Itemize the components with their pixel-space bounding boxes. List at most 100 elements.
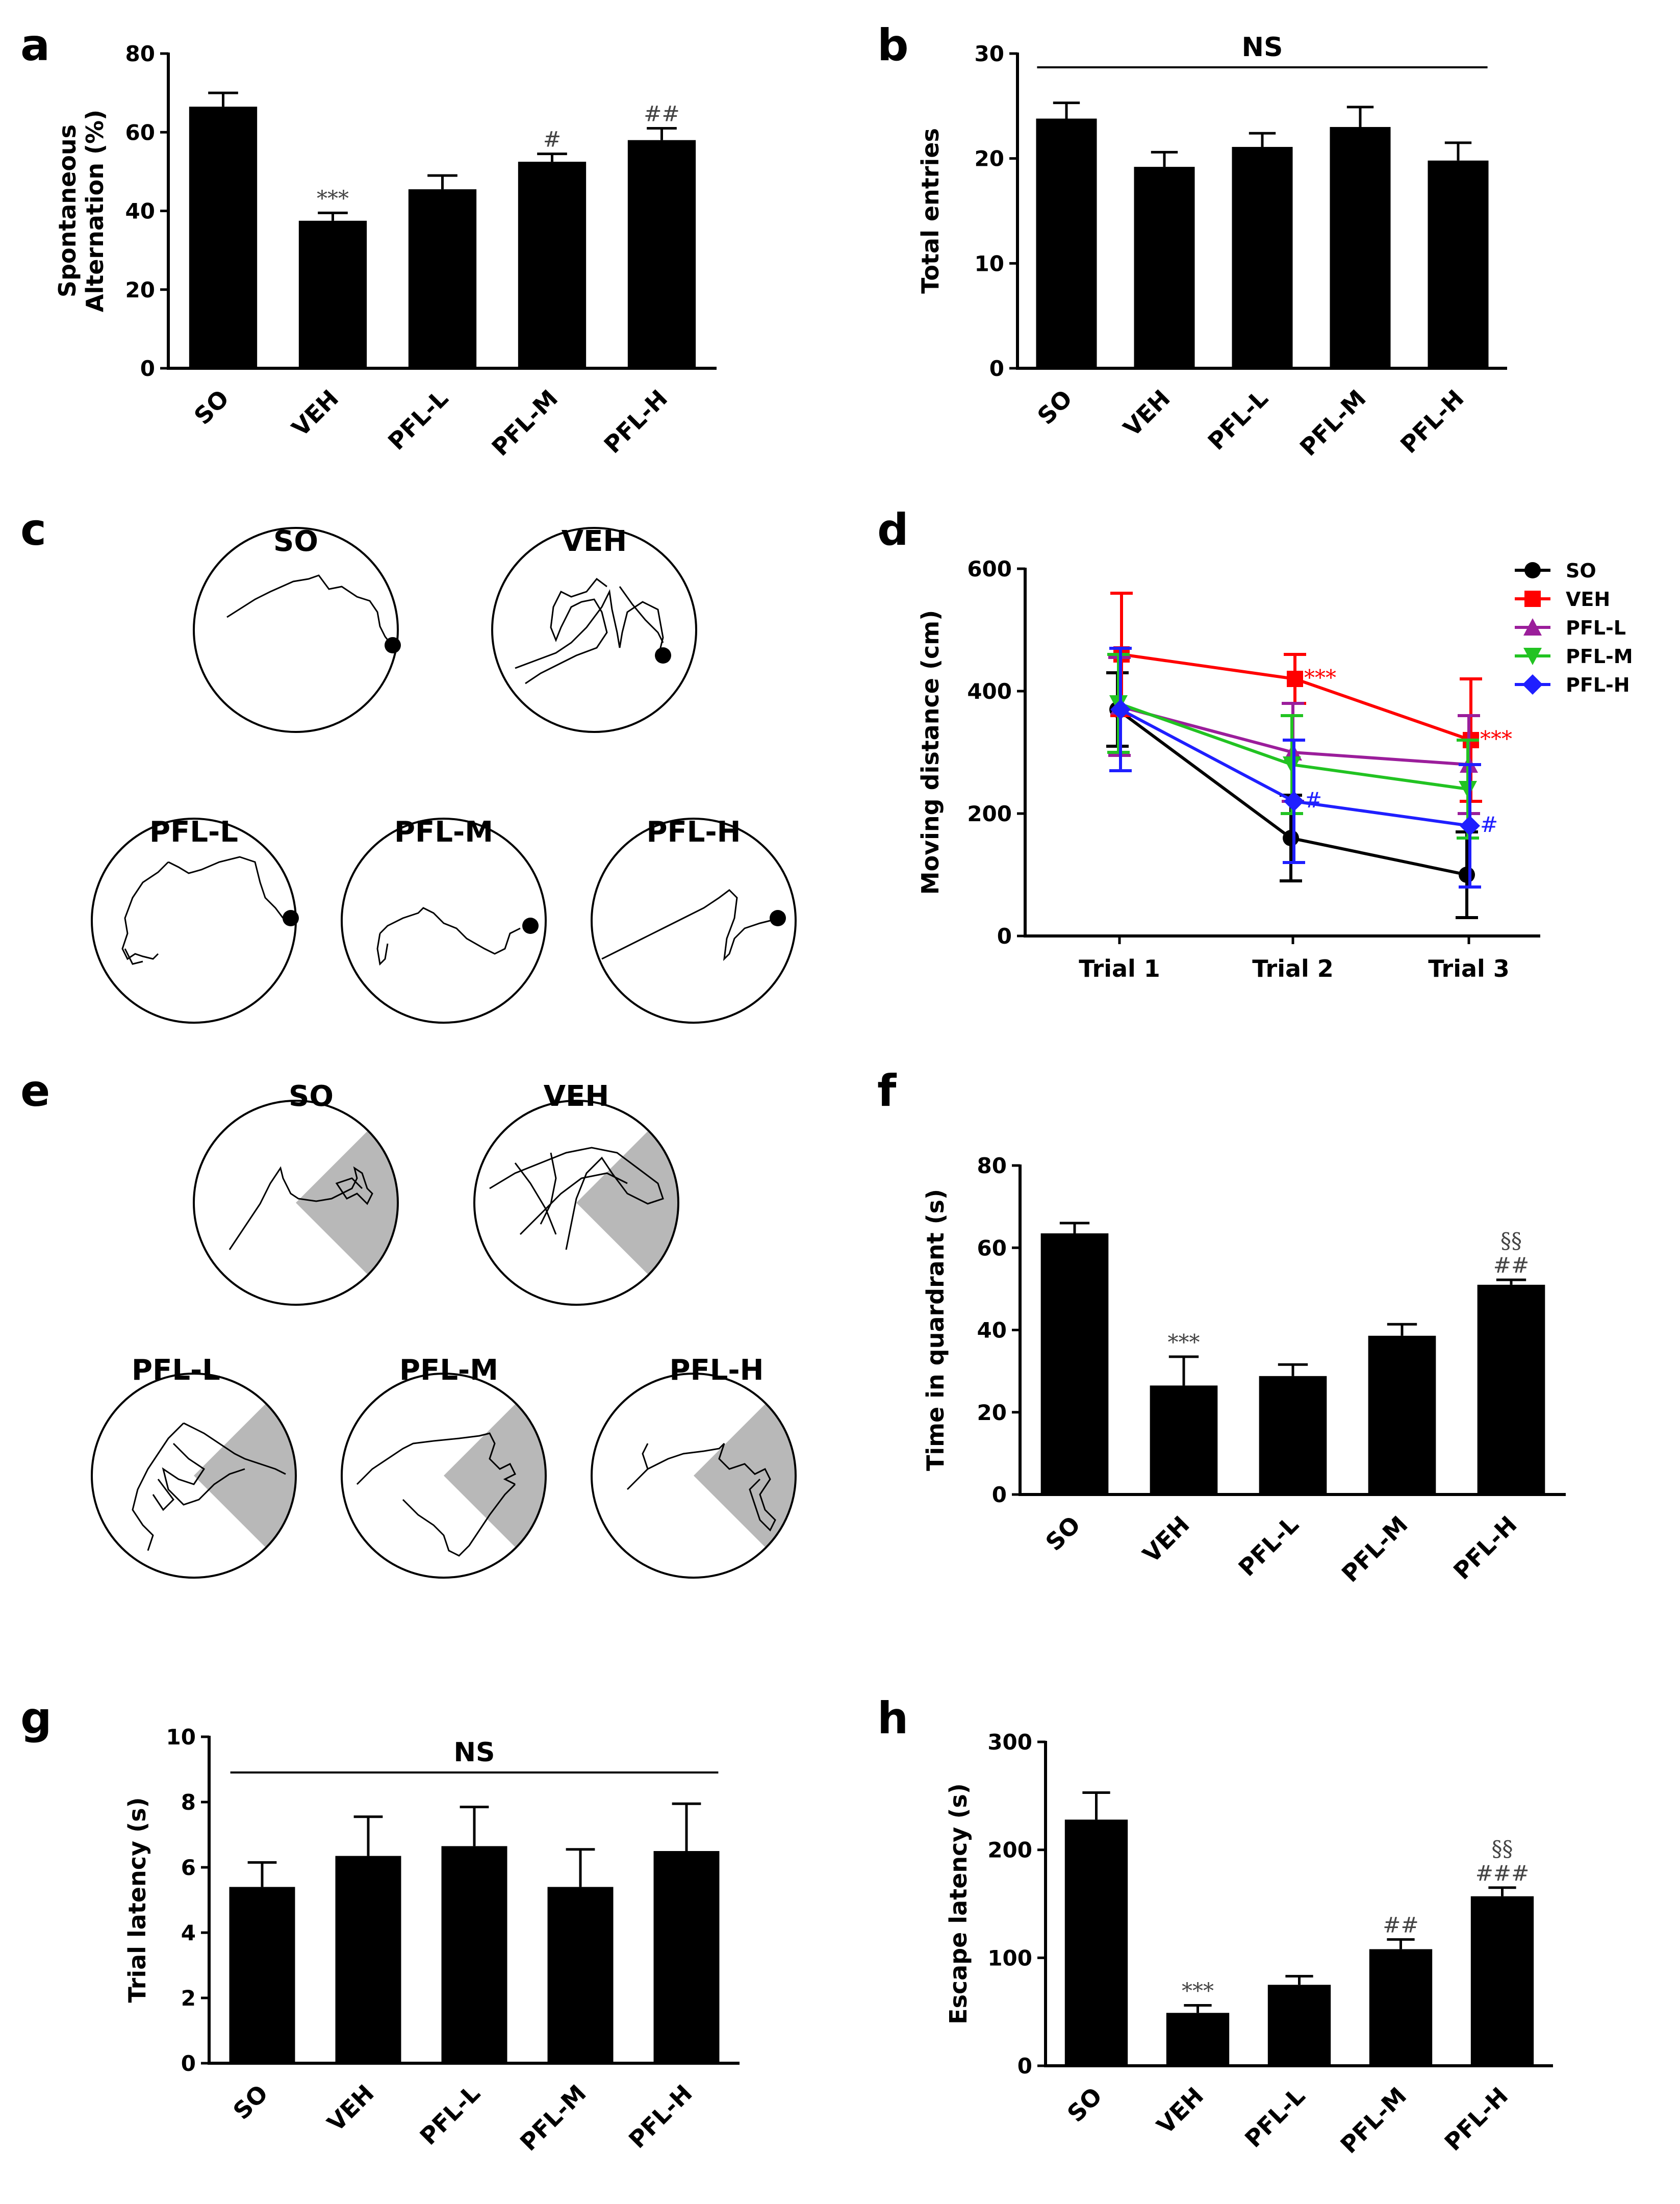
- y-tick-label: 10: [975, 251, 1004, 276]
- y-tick-label: 60: [125, 120, 155, 145]
- bar-pfl-m: [518, 162, 587, 368]
- series-pfl-h: [1109, 647, 1481, 889]
- track-c-title-pfl-h: PFL-H: [646, 816, 741, 849]
- chart-a-spontaneous-alternation: 0 20 40 60 80 Spontaneous Alternation (%) SO VEH…: [54, 41, 717, 461]
- y-tick-label: 20: [125, 277, 155, 302]
- panel-c-tracks: SO VEH PFL-L PFL-M PFL-H: [91, 525, 797, 1024]
- y-tick-label: 20: [975, 146, 1004, 171]
- track-e-title-so: SO: [289, 1080, 334, 1113]
- bar-so: [1040, 1233, 1109, 1494]
- bar-pfl-h: [1470, 1896, 1534, 2066]
- y-tick-label: 60: [977, 1235, 1007, 1260]
- bar-pfl-h: [627, 140, 696, 368]
- data-point: [1287, 671, 1303, 687]
- y-tick-label: 0: [997, 924, 1012, 949]
- y-tick-label: 200: [987, 1838, 1032, 1863]
- track-e-arena-veh: [473, 1100, 679, 1306]
- legend-marker: [1523, 648, 1542, 665]
- x-tick-label: PFL-L: [1239, 2082, 1310, 2153]
- track-e-path-so: [228, 1166, 373, 1250]
- bar-pfl-l: [1232, 147, 1293, 368]
- y-axis-label: Total entries: [917, 128, 944, 294]
- y-tick-label: 0: [989, 356, 1004, 381]
- x-tick-label: SO: [189, 385, 234, 430]
- x-tick-label: VEH: [1118, 385, 1176, 442]
- significance-marker: §§: [1500, 1228, 1522, 1253]
- panel-label-b: b: [877, 20, 909, 71]
- track-c-platform-so: [385, 637, 401, 653]
- bar-veh: [335, 1856, 401, 2063]
- x-tick-label: PFL-M: [1294, 385, 1371, 462]
- y-tick-label: 600: [967, 556, 1012, 581]
- y-tick-label: 300: [987, 1730, 1032, 1755]
- track-c-arena-pfl-h: [591, 818, 797, 1024]
- bar-pfl-m: [1368, 1335, 1436, 1494]
- bar-pfl-h: [653, 1851, 720, 2063]
- panel-label-h: h: [877, 1693, 908, 1744]
- data-point: [1459, 781, 1477, 798]
- data-point: [1110, 699, 1131, 720]
- y-tick-label: 30: [975, 41, 1004, 66]
- significance-marker: ***: [1182, 1978, 1214, 2003]
- bar-pfl-l: [1267, 1985, 1331, 2066]
- track-c-path-veh: [515, 577, 664, 685]
- bar-veh: [1134, 167, 1195, 368]
- track-c-title-so: SO: [273, 525, 318, 558]
- track-e-path-pfl-m: [356, 1432, 517, 1557]
- legend-marker: [1522, 674, 1543, 695]
- chart-h-escape-latency: 0 100 200 300 Escape latency (s) SO VEH PFL-L PF…: [945, 1730, 1553, 2159]
- y-tick-label: 40: [125, 199, 155, 224]
- track-e-quadrant-pfl-l: [194, 1374, 296, 1578]
- significance-marker: ***: [1480, 726, 1512, 751]
- y-tick-label: 100: [987, 1945, 1032, 1970]
- track-e-quadrant-so: [296, 1101, 398, 1305]
- significance-marker: #: [1480, 812, 1498, 837]
- bar-veh: [298, 220, 367, 368]
- bar-pfl-l: [441, 1846, 507, 2063]
- y-tick-label: 2: [181, 1986, 196, 2011]
- series-veh: [1110, 592, 1482, 803]
- track-c-platform-pfl-l: [283, 910, 299, 926]
- x-tick-label: VEH: [322, 2080, 379, 2137]
- y-tick-label: 80: [977, 1153, 1007, 1178]
- legend-marker: [1524, 562, 1541, 578]
- x-tick-label: PFL-H: [1395, 385, 1469, 459]
- track-c-platform-pfl-h: [770, 910, 786, 926]
- legend: SO VEH PFL-L PFL-M PFL-H: [1515, 560, 1633, 696]
- track-c-arena-pfl-l: [91, 818, 297, 1024]
- track-c-path-pfl-m: [376, 907, 521, 966]
- panel-label-e: e: [20, 1066, 50, 1117]
- bar-veh: [1166, 2013, 1230, 2066]
- track-c-path-so: [226, 574, 393, 646]
- data-point: [1284, 791, 1304, 812]
- x-tick-label: PFL-M: [1336, 1511, 1413, 1588]
- legend-label: PFL-L: [1566, 617, 1626, 639]
- panel-label-f: f: [877, 1066, 897, 1117]
- significance-marker: ***: [1168, 1330, 1200, 1355]
- track-e-path-pfl-h: [626, 1442, 776, 1532]
- y-tick-label: 0: [992, 1482, 1007, 1507]
- x-tick-label: PFL-L: [415, 2080, 486, 2150]
- track-e-title-pfl-h: PFL-H: [669, 1354, 763, 1387]
- y-axis-label: Trial latency (s): [123, 1797, 151, 2003]
- x-tick-label: PFL-H: [1448, 1511, 1522, 1585]
- track-c-title-pfl-m: PFL-M: [394, 816, 493, 849]
- bar-so: [1064, 1819, 1128, 2066]
- x-tick-label: PFL-M: [515, 2080, 592, 2157]
- track-e-path-veh: [489, 1147, 664, 1250]
- ns-label: NS: [1242, 32, 1283, 63]
- track-e-arena-pfl-m: [341, 1373, 547, 1579]
- y-tick-label: 400: [967, 679, 1012, 704]
- track-e-arena-pfl-l: [91, 1373, 297, 1579]
- legend-label: PFL-M: [1566, 645, 1633, 668]
- x-tick-label: PFL-L: [1203, 385, 1274, 455]
- chart-d-moving-distance: 0 200 400 600 Trial 1 Trial 2 Trial 3 Moving di…: [917, 556, 1633, 982]
- data-point: [1459, 867, 1475, 883]
- track-c-platform-veh: [655, 647, 671, 664]
- significance-marker: ***: [1304, 665, 1336, 690]
- track-c-arena-veh: [491, 527, 697, 733]
- bar-pfl-m: [547, 1887, 614, 2063]
- x-tick-label: PFL-M: [1335, 2082, 1412, 2159]
- legend-label: VEH: [1566, 588, 1610, 611]
